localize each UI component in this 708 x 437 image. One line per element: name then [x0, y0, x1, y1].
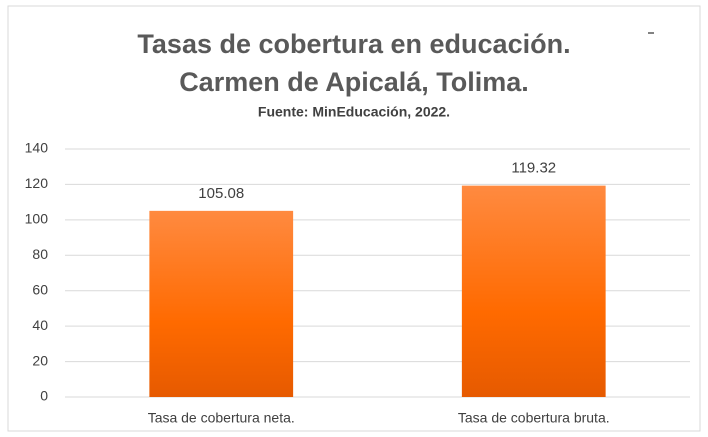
chart-subtitle: Fuente: MinEducación, 2022.	[258, 104, 450, 120]
y-tick-label: 140	[25, 140, 49, 156]
chart-title: Tasas de cobertura en educación.	[137, 29, 570, 59]
chart-title: Carmen de Apicalá, Tolima.	[179, 67, 529, 97]
data-label: 119.32	[511, 160, 556, 177]
y-tick-label: 40	[32, 317, 48, 333]
x-tick-label: Tasa de cobertura neta.	[148, 410, 295, 426]
y-tick-label: 60	[32, 281, 48, 297]
y-tick-label: 80	[32, 246, 48, 262]
y-tick-label: 120	[25, 175, 49, 191]
y-tick-label: 0	[40, 388, 48, 404]
bar	[149, 210, 294, 397]
data-label: 105.08	[198, 185, 244, 202]
bar	[461, 185, 606, 397]
x-tick-label: Tasa de cobertura bruta.	[458, 410, 610, 426]
y-tick-label: 20	[32, 352, 48, 368]
y-tick-label: 100	[25, 211, 49, 227]
